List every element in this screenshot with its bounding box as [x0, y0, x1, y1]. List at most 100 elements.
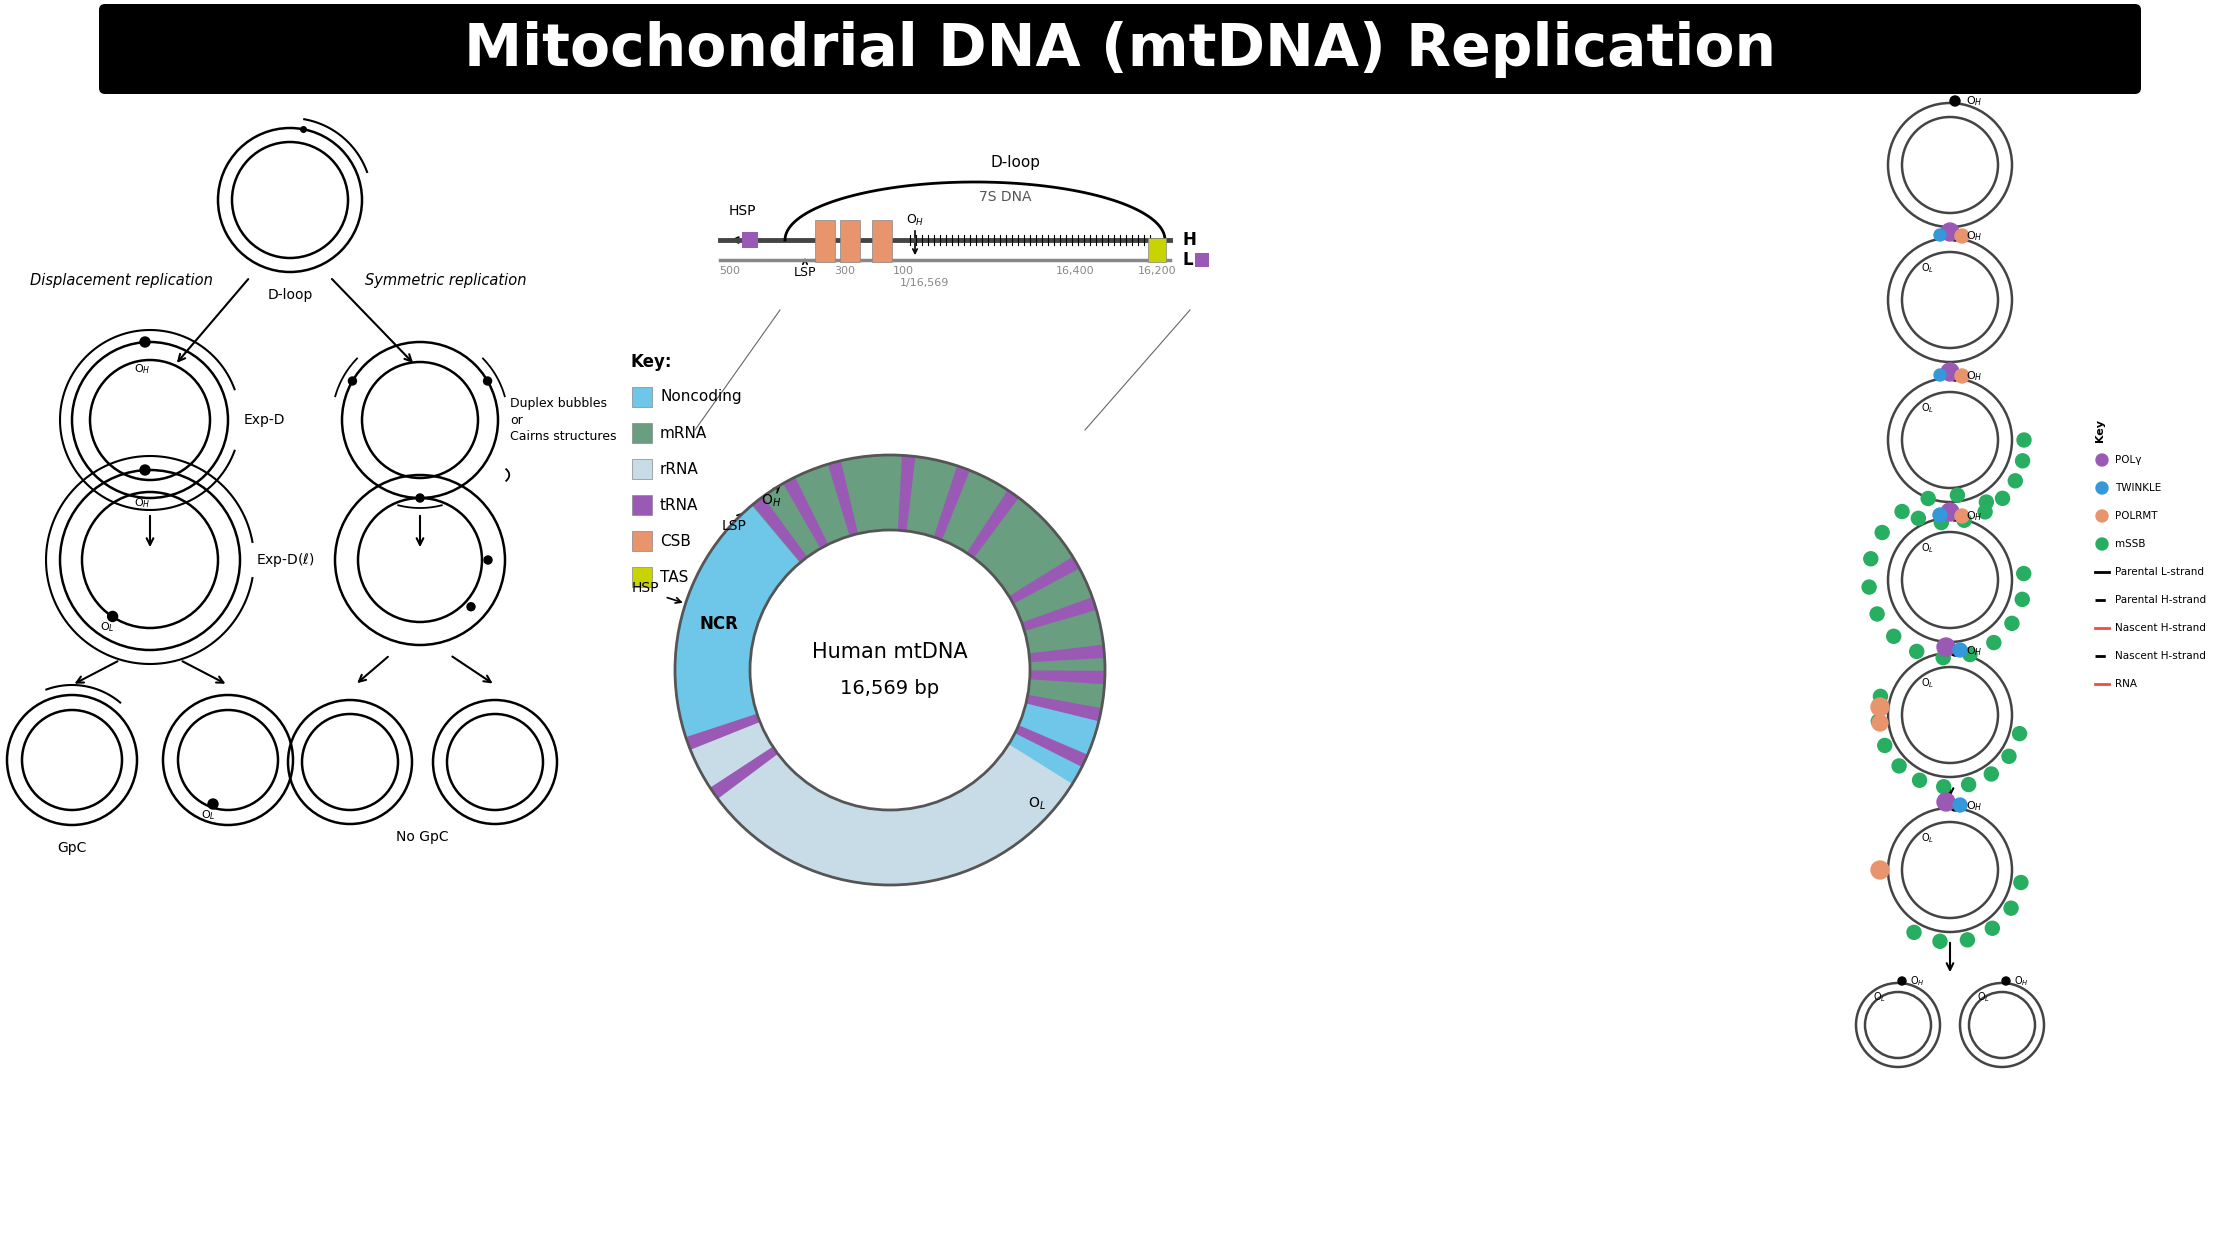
Wedge shape — [829, 461, 858, 536]
Circle shape — [1956, 509, 1969, 523]
Bar — [632, 495, 652, 515]
Text: O$_H$: O$_H$ — [1967, 369, 1982, 383]
Circle shape — [1958, 513, 1971, 527]
Text: NCR: NCR — [699, 615, 737, 633]
Circle shape — [1933, 229, 1947, 241]
Circle shape — [1870, 861, 1888, 879]
Bar — [632, 423, 652, 444]
Circle shape — [1951, 96, 1960, 106]
Circle shape — [1911, 512, 1926, 525]
Text: H: H — [1183, 231, 1196, 249]
Circle shape — [1870, 714, 1886, 728]
Text: O$_H$: O$_H$ — [134, 362, 150, 375]
Text: O$_H$: O$_H$ — [1967, 799, 1982, 813]
Circle shape — [1893, 759, 1906, 772]
Wedge shape — [1021, 597, 1095, 631]
Wedge shape — [674, 505, 800, 743]
Circle shape — [1956, 229, 1969, 243]
Wedge shape — [710, 747, 777, 799]
Text: POLRMT: POLRMT — [2115, 512, 2157, 520]
Circle shape — [2005, 616, 2018, 630]
Circle shape — [139, 465, 150, 475]
Circle shape — [1985, 921, 2000, 935]
Circle shape — [466, 602, 475, 611]
Circle shape — [1953, 643, 1967, 656]
Circle shape — [1962, 777, 1976, 791]
Circle shape — [1951, 231, 1960, 241]
FancyBboxPatch shape — [99, 4, 2141, 94]
Bar — [632, 567, 652, 587]
Text: O$_L$: O$_L$ — [101, 620, 114, 634]
Circle shape — [1938, 780, 1951, 794]
Text: 16,200: 16,200 — [1138, 266, 1176, 276]
Circle shape — [2003, 976, 2009, 985]
Text: RNA: RNA — [2115, 679, 2137, 689]
Circle shape — [108, 611, 116, 621]
Text: Nascent H-strand: Nascent H-strand — [2115, 651, 2206, 662]
Circle shape — [1870, 607, 1884, 621]
Circle shape — [349, 377, 356, 386]
Wedge shape — [968, 490, 1019, 558]
Text: GpC: GpC — [58, 840, 87, 856]
Text: O$_L$: O$_L$ — [1922, 677, 1935, 690]
Circle shape — [1960, 932, 1973, 946]
Circle shape — [1962, 648, 1978, 662]
Text: 16,400: 16,400 — [1055, 266, 1095, 276]
Circle shape — [1933, 508, 1947, 522]
Circle shape — [2005, 901, 2018, 915]
Wedge shape — [1015, 726, 1089, 767]
Circle shape — [2003, 750, 2016, 764]
Wedge shape — [1008, 699, 1100, 784]
Circle shape — [139, 336, 150, 346]
Text: 2: 2 — [847, 223, 853, 233]
Circle shape — [2009, 474, 2023, 488]
Text: mSSB: mSSB — [2115, 539, 2146, 549]
Text: O$_L$: O$_L$ — [1922, 261, 1935, 275]
Wedge shape — [1030, 670, 1104, 684]
Text: 3: 3 — [822, 223, 829, 233]
Circle shape — [1935, 650, 1951, 665]
Circle shape — [2014, 876, 2027, 890]
Text: HSP: HSP — [632, 581, 659, 595]
Circle shape — [1877, 738, 1893, 752]
Circle shape — [1933, 369, 1947, 381]
Text: POLγ: POLγ — [2115, 455, 2141, 465]
Text: No GpC: No GpC — [396, 830, 448, 844]
Wedge shape — [753, 496, 806, 562]
Circle shape — [1938, 638, 1956, 656]
Circle shape — [484, 377, 491, 386]
Circle shape — [1864, 552, 1877, 566]
Text: 16,569 bp: 16,569 bp — [840, 678, 939, 698]
Text: 500: 500 — [719, 266, 741, 276]
Circle shape — [484, 556, 493, 564]
Bar — [741, 232, 757, 248]
Circle shape — [2097, 538, 2108, 551]
Circle shape — [1942, 363, 1960, 381]
Text: Key:: Key: — [629, 353, 672, 370]
Text: or: or — [511, 413, 522, 426]
Circle shape — [1913, 774, 1926, 788]
Circle shape — [1897, 976, 1906, 985]
Text: Parental H-strand: Parental H-strand — [2115, 595, 2206, 605]
Circle shape — [1987, 635, 2000, 650]
Text: O$_L$: O$_L$ — [202, 808, 215, 822]
Circle shape — [1922, 491, 1935, 505]
Circle shape — [2097, 483, 2108, 494]
Text: Displacement replication: Displacement replication — [29, 272, 213, 287]
Text: O$_H$: O$_H$ — [1967, 509, 1982, 523]
Circle shape — [1873, 714, 1888, 731]
Circle shape — [1911, 644, 1924, 659]
Text: Exp-D($\ell$): Exp-D($\ell$) — [255, 551, 316, 570]
Text: Symmetric replication: Symmetric replication — [365, 272, 526, 287]
Bar — [840, 220, 860, 262]
Wedge shape — [685, 713, 759, 750]
Text: 1/16,569: 1/16,569 — [900, 278, 950, 289]
Circle shape — [1980, 495, 1994, 509]
Circle shape — [1951, 488, 1964, 503]
Text: D-loop: D-loop — [267, 289, 314, 302]
Text: Key: Key — [2094, 418, 2106, 441]
Text: mRNA: mRNA — [661, 426, 708, 441]
Circle shape — [2097, 454, 2108, 466]
Circle shape — [1953, 798, 1967, 811]
Wedge shape — [1028, 645, 1104, 663]
